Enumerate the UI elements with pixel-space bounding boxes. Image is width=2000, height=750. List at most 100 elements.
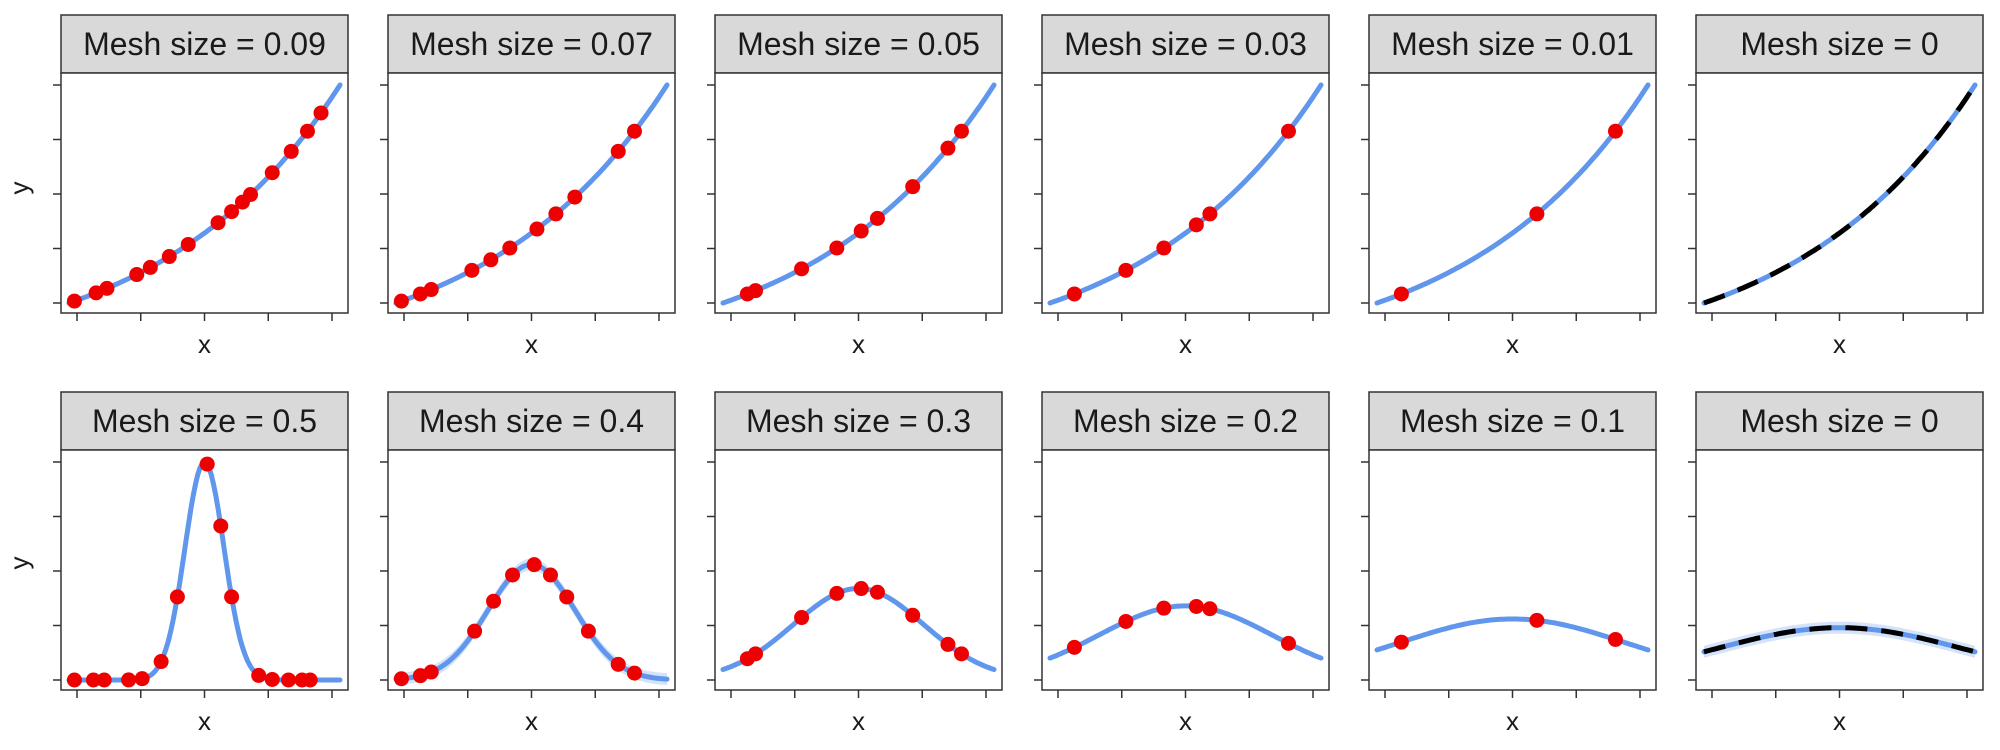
data-point	[542, 567, 558, 583]
data-point	[213, 518, 229, 534]
plot-frame	[1695, 72, 1984, 314]
data-point	[486, 593, 502, 609]
strip-title: Mesh size = 0.01	[1391, 26, 1634, 62]
facet-panel-1: Mesh size = 0.09 x	[53, 14, 349, 359]
facet-panel-10: Mesh size = 0.2 x	[1034, 391, 1330, 736]
plot-frame	[1368, 449, 1657, 691]
fit-line	[1047, 82, 1324, 306]
facet-panel-3: Mesh size = 0.05 x	[707, 14, 1003, 359]
y-axis-label-top: y	[4, 182, 34, 195]
x-axis-label: x	[852, 706, 865, 736]
x-axis-label: x	[1833, 706, 1846, 736]
data-point	[1529, 206, 1545, 222]
data-point	[1118, 613, 1134, 629]
strip-header	[1041, 14, 1330, 74]
data-point	[1188, 598, 1204, 614]
data-point	[199, 456, 215, 472]
data-point	[794, 261, 810, 277]
data-point	[1156, 240, 1172, 256]
data-point	[905, 607, 921, 623]
data-point	[505, 567, 521, 583]
fit-line	[1374, 616, 1651, 653]
data-point	[1280, 635, 1296, 651]
data-point	[313, 105, 329, 121]
data-point	[1156, 600, 1172, 616]
x-axis-label: x	[525, 329, 538, 359]
facet-panel-4: Mesh size = 0.03 x	[1034, 14, 1330, 359]
strip-header	[1695, 14, 1984, 74]
data-point	[580, 623, 596, 639]
data-point	[526, 557, 542, 573]
strip-title: Mesh size = 0.09	[83, 26, 326, 62]
plot-frame	[714, 72, 1003, 314]
data-point	[161, 249, 177, 265]
data-point	[169, 589, 185, 605]
data-point	[85, 672, 101, 688]
data-point	[1118, 262, 1134, 278]
data-point	[548, 206, 564, 222]
data-point	[626, 123, 642, 139]
data-point	[567, 189, 583, 205]
data-point	[129, 267, 145, 283]
data-point	[224, 204, 240, 220]
data-point	[299, 123, 315, 139]
fit-line	[1047, 603, 1324, 661]
data-point	[66, 672, 82, 688]
data-point	[1393, 286, 1409, 302]
data-point	[243, 187, 259, 203]
data-point	[283, 143, 299, 159]
truth-line	[1703, 625, 1976, 655]
data-point	[423, 282, 439, 298]
facet-panel-7: Mesh size = 0.5 x	[53, 391, 349, 736]
data-point	[1607, 123, 1623, 139]
data-point	[264, 671, 280, 687]
x-axis-label: x	[1833, 329, 1846, 359]
data-point	[153, 654, 169, 670]
plot-frame	[60, 72, 349, 314]
data-point	[869, 584, 885, 600]
strip-title: Mesh size = 0.1	[1400, 403, 1625, 439]
data-point	[483, 252, 499, 268]
data-point	[502, 240, 518, 256]
data-point	[1280, 123, 1296, 139]
data-point	[1529, 612, 1545, 628]
data-point	[464, 262, 480, 278]
x-axis-label: x	[852, 329, 865, 359]
plot-frame	[387, 72, 676, 314]
strip-header	[1041, 391, 1330, 451]
data-point	[1393, 634, 1409, 650]
data-point	[121, 672, 137, 688]
plot-frame	[1695, 449, 1984, 691]
data-point	[423, 664, 439, 680]
plot-frame	[1041, 72, 1330, 314]
strip-header	[714, 14, 1003, 74]
strip-title: Mesh size = 0.3	[746, 403, 971, 439]
truth-line	[1703, 83, 1978, 306]
strip-title: Mesh size = 0.05	[737, 26, 980, 62]
x-axis-label: x	[1506, 706, 1519, 736]
data-point	[869, 210, 885, 226]
data-point	[224, 589, 240, 605]
strip-header	[60, 391, 349, 451]
strip-title: Mesh size = 0.2	[1073, 403, 1298, 439]
facet-panel-12: Mesh size = 0 x	[1688, 391, 1984, 736]
fit-line	[1374, 82, 1651, 306]
x-axis-label: x	[198, 329, 211, 359]
data-point	[393, 293, 409, 309]
data-point	[134, 671, 150, 687]
data-point	[281, 672, 297, 688]
facet-panel-8: Mesh size = 0.4 x	[380, 391, 676, 736]
strip-title: Mesh size = 0	[1740, 26, 1938, 62]
data-point	[1066, 286, 1082, 302]
data-point	[829, 585, 845, 601]
strip-header	[1368, 14, 1657, 74]
data-point	[829, 240, 845, 256]
data-point	[794, 610, 810, 626]
data-point	[748, 283, 764, 299]
data-point	[1202, 206, 1218, 222]
data-point	[1188, 217, 1204, 233]
strip-header	[60, 14, 349, 74]
data-point	[1607, 631, 1623, 647]
data-point	[610, 656, 626, 672]
